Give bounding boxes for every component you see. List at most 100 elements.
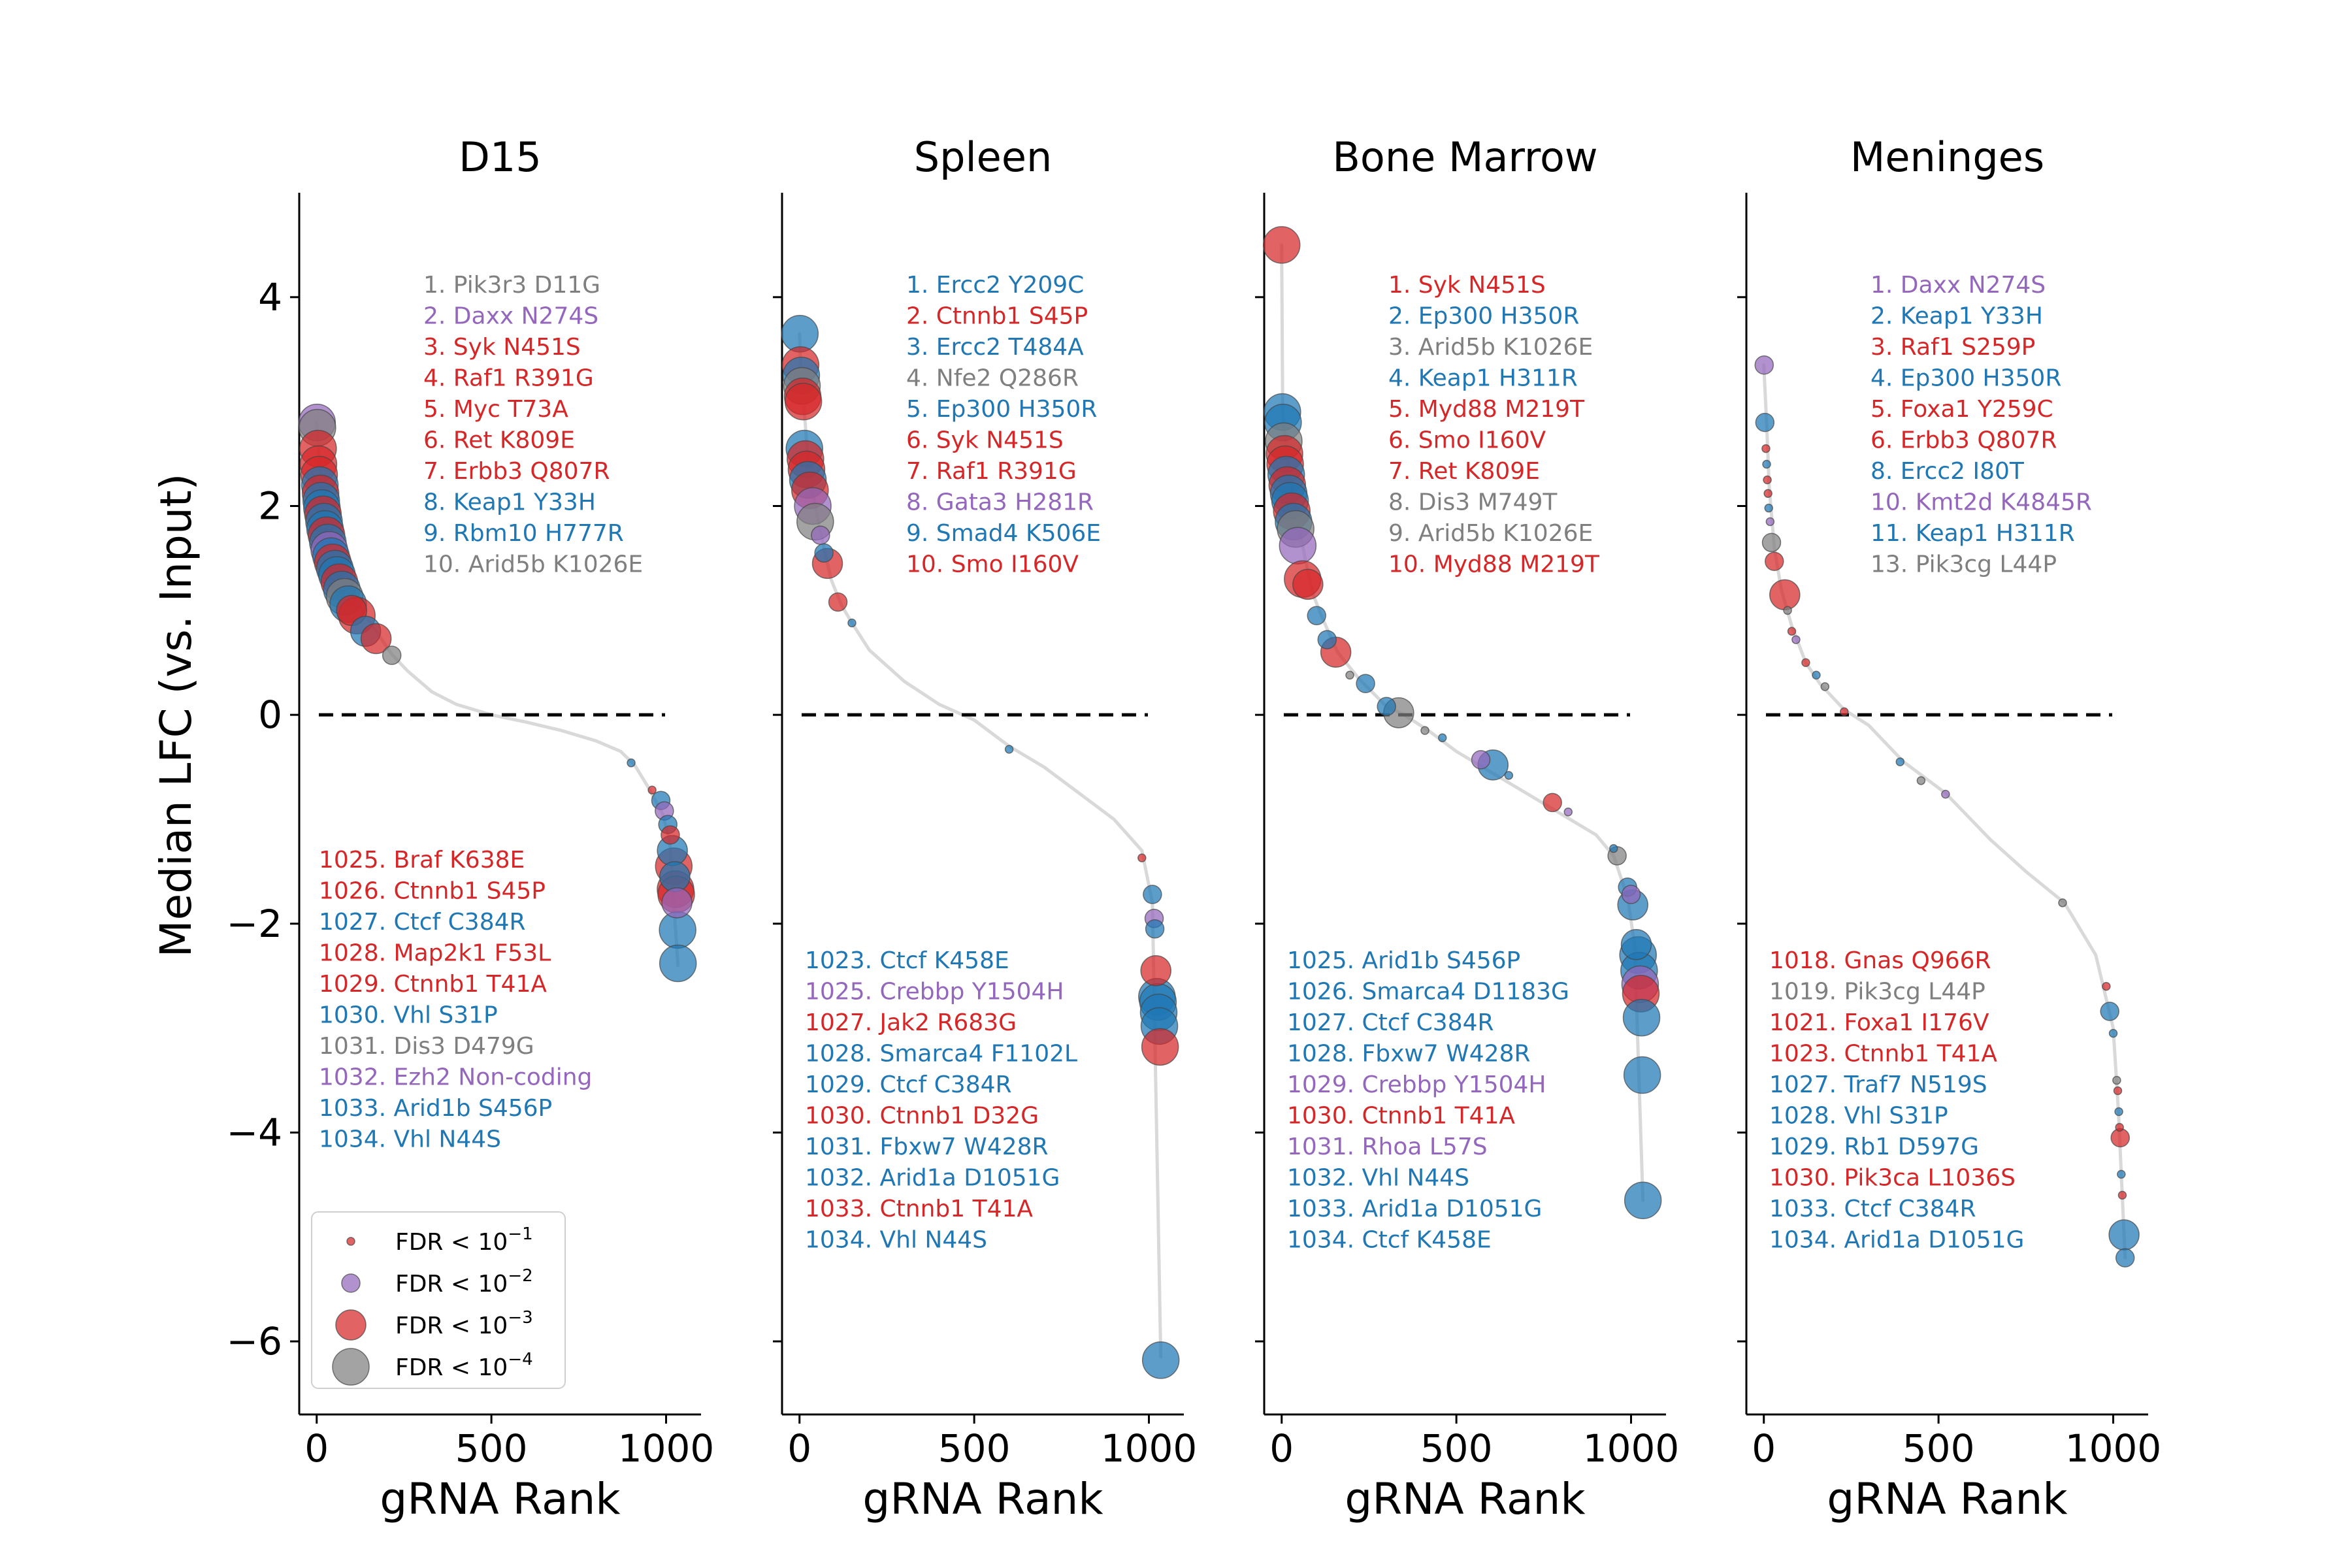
- data-point: [784, 382, 823, 421]
- top-hit-label: 1. Pik3r3 D11G: [423, 272, 600, 299]
- bottom-hit-label: 1033. Ctcf C384R: [1769, 1196, 1976, 1222]
- bottom-hit-label: 1033. Arid1b S456P: [319, 1095, 552, 1122]
- top-hit-label: 3. Raf1 S259P: [1870, 334, 2035, 361]
- data-point: [814, 543, 834, 563]
- bottom-hit-label: 1034. Ctcf K458E: [1287, 1227, 1492, 1254]
- top-hit-label: 10. Kmt2d K4845R: [1870, 489, 2092, 516]
- y-tick-label: −4: [227, 1110, 283, 1154]
- top-hit-label: 2. Ep300 H350R: [1388, 303, 1579, 330]
- y-tick-label: 2: [258, 483, 282, 528]
- data-point: [1941, 789, 1950, 799]
- top-hit-label: 10. Smo I160V: [906, 551, 1079, 578]
- top-hit-label: 7. Ret K809E: [1388, 458, 1540, 485]
- top-hit-label: 7. Erbb3 Q807R: [423, 458, 610, 485]
- bottom-hit-label: 1027. Ctcf C384R: [1287, 1009, 1494, 1036]
- top-hit-label: 8. Keap1 Y33H: [423, 489, 596, 516]
- top-hit-label: 4. Nfe2 Q286R: [906, 365, 1079, 392]
- bottom-hit-label: 1031. Dis3 D479G: [319, 1033, 534, 1060]
- data-point: [1141, 1028, 1179, 1066]
- x-tick-label: 0: [1752, 1426, 1776, 1471]
- top-hit-label: 4. Ep300 H350R: [1870, 365, 2061, 392]
- legend-label-exponent: −1: [508, 1224, 532, 1244]
- data-point: [1345, 670, 1354, 680]
- legend-label-base: FDR < 10: [395, 1313, 508, 1339]
- data-point: [847, 618, 857, 628]
- top-hit-label: 7. Raf1 R391G: [906, 458, 1077, 485]
- data-point: [1563, 808, 1573, 817]
- top-hit-label: 6. Ret K809E: [423, 427, 575, 454]
- top-hit-label: 9. Rbm10 H777R: [423, 520, 624, 547]
- y-tick-label: 4: [258, 275, 282, 319]
- data-point: [1895, 757, 1905, 766]
- data-point: [2100, 1002, 2119, 1021]
- data-point: [1769, 579, 1801, 611]
- data-point: [2108, 1028, 2118, 1038]
- panel-title: D15: [459, 133, 542, 181]
- bottom-hit-label: 1032. Arid1a D1051G: [805, 1165, 1060, 1192]
- data-point: [1504, 771, 1514, 780]
- x-axis-label: gRNA Rank: [1345, 1474, 1586, 1524]
- data-point: [2102, 981, 2111, 991]
- bottom-hit-label: 1034. Vhl N44S: [319, 1126, 501, 1153]
- data-point: [1141, 1341, 1180, 1379]
- bottom-hit-label: 1028. Map2k1 F53L: [319, 940, 551, 967]
- data-point: [627, 758, 636, 768]
- bottom-hit-label: 1031. Rhoa L57S: [1287, 1134, 1488, 1160]
- bottom-hit-label: 1027. Jak2 R683G: [805, 1009, 1017, 1036]
- y-tick-label: −6: [227, 1319, 283, 1364]
- top-hit-label: 3. Arid5b K1026E: [1388, 334, 1593, 361]
- bottom-hit-label: 1025. Braf K638E: [319, 847, 525, 874]
- x-tick-label: 500: [1903, 1426, 1975, 1471]
- data-point: [1262, 226, 1301, 264]
- top-hit-label: 11. Keap1 H311R: [1870, 520, 2075, 547]
- data-point: [1609, 843, 1618, 853]
- data-point: [1356, 674, 1375, 693]
- data-point: [1622, 998, 1661, 1037]
- top-hit-label: 6. Syk N451S: [906, 427, 1064, 454]
- bottom-hit-label: 1023. Ctcf K458E: [805, 947, 1009, 974]
- data-point: [1471, 750, 1491, 770]
- legend-label: FDR < 10−2: [395, 1266, 533, 1298]
- data-point: [382, 645, 402, 665]
- data-point: [1783, 606, 1792, 615]
- legend-label: FDR < 10−4: [395, 1350, 533, 1381]
- bottom-hit-label: 1029. Ctnnb1 T41A: [319, 971, 547, 998]
- y-axis-label: Median LFC (vs. Input): [151, 474, 201, 958]
- data-point: [2112, 1075, 2121, 1085]
- bottom-hit-label: 1029. Ctcf C384R: [805, 1071, 1012, 1098]
- data-point: [1420, 726, 1429, 735]
- bottom-hit-label: 1018. Gnas Q966R: [1769, 947, 1991, 974]
- x-tick-label: 1000: [618, 1426, 715, 1471]
- x-tick-label: 1000: [1101, 1426, 1198, 1471]
- top-hit-label: 8. Ercc2 I80T: [1870, 458, 2025, 485]
- y-tick-label: −2: [227, 902, 283, 946]
- data-point: [1839, 707, 1849, 717]
- top-hit-label: 5. Myc T73A: [423, 396, 568, 423]
- data-point: [2113, 1086, 2123, 1096]
- legend-label: FDR < 10−1: [395, 1224, 533, 1256]
- x-axis-label: gRNA Rank: [1827, 1474, 2068, 1524]
- data-point: [1307, 606, 1326, 626]
- data-point: [1812, 670, 1821, 680]
- data-point: [1820, 682, 1830, 691]
- data-point: [2115, 1122, 2124, 1132]
- top-hit-label: 6. Smo I160V: [1388, 427, 1546, 454]
- panel-title: Meninges: [1850, 133, 2044, 181]
- data-point: [1762, 459, 1771, 469]
- bottom-hit-label: 1034. Vhl N44S: [805, 1227, 987, 1254]
- data-point: [661, 825, 680, 845]
- top-hit-label: 5. Ep300 H350R: [906, 396, 1097, 423]
- data-point: [2114, 1107, 2123, 1117]
- top-hit-label: 6. Erbb3 Q807R: [1870, 427, 2057, 454]
- data-point: [360, 623, 392, 655]
- bottom-hit-label: 1028. Smarca4 F1102L: [805, 1041, 1077, 1068]
- bottom-hit-label: 1030. Vhl S31P: [319, 1002, 498, 1029]
- x-tick-label: 500: [455, 1426, 528, 1471]
- legend-label-exponent: −3: [508, 1308, 532, 1328]
- x-tick-label: 1000: [1583, 1426, 1680, 1471]
- legend-label-base: FDR < 10: [395, 1229, 508, 1256]
- bottom-hit-label: 1021. Foxa1 I176V: [1769, 1009, 1989, 1036]
- bottom-hit-label: 1029. Crebbp Y1504H: [1287, 1071, 1546, 1098]
